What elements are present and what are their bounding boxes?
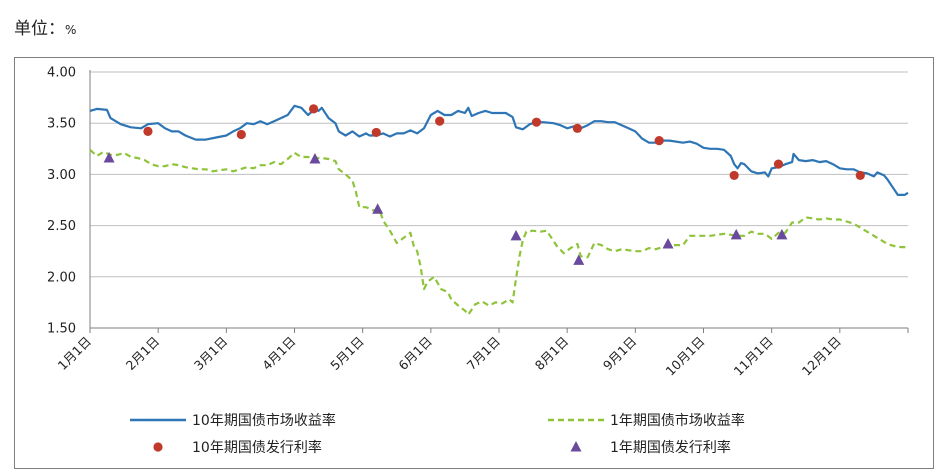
axes	[89, 70, 909, 333]
x-tick-label: 8月1日	[532, 334, 572, 374]
one-year-issue-point	[103, 152, 115, 163]
ten-year-issue-point	[236, 129, 246, 140]
unit-label: 单位：%	[14, 14, 76, 39]
ten-year-issue-point	[531, 117, 542, 127]
ten-year-issue-point	[654, 136, 664, 146]
y-tick-label: 2.50	[47, 219, 76, 234]
ten-year-issue-point	[572, 123, 582, 133]
y-tick-label: 3.50	[47, 117, 76, 132]
unit-prefix: 单位：	[14, 19, 65, 39]
unit-value: %	[65, 23, 77, 37]
x-tick-label: 4月1日	[259, 334, 299, 374]
x-tick-label: 5月1日	[327, 334, 367, 374]
x-tick-label: 1月1日	[55, 334, 95, 374]
x-tick-label: 10月1日	[662, 334, 707, 379]
x-tick-label: 2月1日	[123, 334, 163, 374]
one-year-issue-point	[573, 254, 585, 265]
one-year-issue-point	[510, 229, 522, 241]
grid-lines	[90, 71, 908, 329]
x-tick-label: 11月1日	[731, 334, 776, 379]
legend-label: 1年期国债发行利率	[610, 439, 731, 456]
ten-year-issue-point	[308, 104, 319, 114]
one-year-issue-point	[730, 228, 742, 240]
ten-year-issue-point	[855, 170, 865, 181]
y-tick-label: 3.00	[47, 168, 76, 183]
ten-year-issue-point	[143, 126, 153, 136]
one-year-market-line	[89, 148, 908, 316]
ten-year-issue-point	[729, 170, 739, 181]
y-tick-labels: 4.00 3.50 3.00 2.50 2.00 1.50	[47, 66, 76, 337]
one-year-issue-point	[776, 228, 788, 240]
one-year-issue-point	[309, 153, 321, 164]
x-tick-label: 7月1日	[464, 334, 504, 374]
one-year-issue-point	[662, 238, 674, 249]
legend: 10年期国债市场收益率 1年期国债市场收益率 10年期国债发行利率 1年期国债发行利率	[130, 412, 745, 456]
ten-year-market-line	[89, 104, 909, 196]
one-year-issue-point	[372, 203, 384, 214]
ten-year-issue-point	[773, 159, 784, 169]
x-tick-labels: 1月1日 2月1日 3月1日 4月1日 5月1日 6月1日 7月1日 8月1日 9月1日 10月1…	[55, 334, 844, 379]
y-tick-label: 2.00	[47, 270, 76, 285]
series-markers	[103, 104, 865, 265]
x-tick-label: 3月1日	[191, 334, 231, 374]
legend-label: 10年期国债发行利率	[192, 439, 322, 456]
legend-swatch-ten-year-issue	[153, 442, 163, 452]
x-tick-label: 6月1日	[395, 334, 435, 374]
legend-swatch-one-year-issue	[570, 441, 582, 452]
x-tick-label: 9月1日	[600, 334, 640, 374]
y-tick-label: 1.50	[47, 322, 76, 337]
x-tick-label: 12月1日	[799, 334, 844, 379]
y-tick-label: 4.00	[47, 66, 76, 81]
chart-frame	[14, 57, 934, 469]
legend-label: 1年期国债市场收益率	[610, 412, 745, 429]
ten-year-issue-point	[435, 116, 445, 126]
ten-year-issue-point	[371, 127, 381, 138]
series-lines	[89, 104, 909, 316]
legend-label: 10年期国债市场收益率	[192, 412, 336, 429]
